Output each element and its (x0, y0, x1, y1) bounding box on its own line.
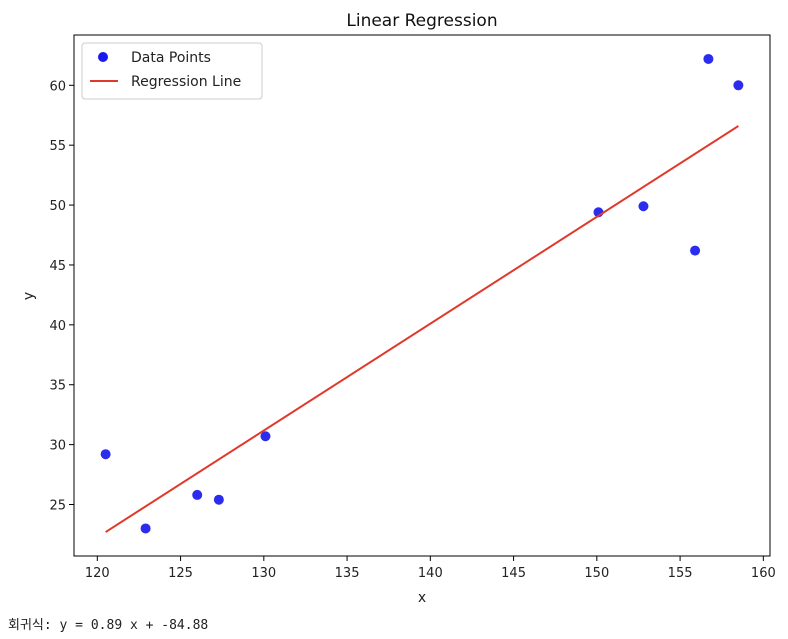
data-point (733, 80, 744, 91)
x-tick-label: 130 (251, 566, 276, 581)
y-tick-label: 25 (49, 498, 66, 513)
y-tick-label: 55 (49, 139, 66, 154)
y-tick-label: 50 (49, 199, 66, 214)
y-tick-label: 45 (49, 259, 66, 274)
x-tick-label: 155 (668, 566, 693, 581)
x-tick-label: 150 (584, 566, 609, 581)
x-axis-label: x (418, 590, 426, 606)
legend-label-data-points: Data Points (131, 50, 211, 66)
x-tick-label: 145 (501, 566, 526, 581)
x-tick-label: 140 (418, 566, 443, 581)
series-layer (100, 53, 744, 534)
data-point (638, 201, 649, 212)
data-point (690, 245, 701, 256)
chart-title: Linear Regression (346, 11, 497, 31)
data-point (100, 449, 111, 460)
y-tick-label: 40 (49, 319, 66, 334)
data-point (703, 53, 714, 64)
legend-marker-data-points (98, 52, 108, 62)
data-point (140, 523, 151, 534)
regression-chart: 120 125 130 135 140 145 150 155 160 25 30 35 40 45 50… (21, 11, 776, 606)
x-tick-label: 120 (85, 566, 110, 581)
regression-line (105, 125, 739, 533)
data-point (192, 489, 203, 500)
data-point (213, 494, 224, 505)
y-tick-label: 30 (49, 439, 66, 454)
legend-box (81, 42, 263, 100)
x-tick-label: 125 (168, 566, 193, 581)
regression-equation: 회귀식: y = 0.89 x + -84.88 (8, 618, 209, 633)
x-axis-ticks: 120 125 130 135 140 145 150 155 160 (85, 556, 776, 581)
y-axis-label: y (21, 292, 37, 300)
x-tick-label: 160 (751, 566, 776, 581)
y-tick-label: 60 (49, 79, 66, 94)
legend-label-regression-line: Regression Line (131, 74, 241, 90)
plot-area (73, 34, 771, 557)
y-axis-ticks: 25 30 35 40 45 50 55 60 (49, 79, 74, 513)
data-point (260, 431, 271, 442)
x-tick-label: 135 (335, 566, 360, 581)
y-tick-label: 35 (49, 379, 66, 394)
legend: Data Points Regression Line (81, 42, 263, 100)
